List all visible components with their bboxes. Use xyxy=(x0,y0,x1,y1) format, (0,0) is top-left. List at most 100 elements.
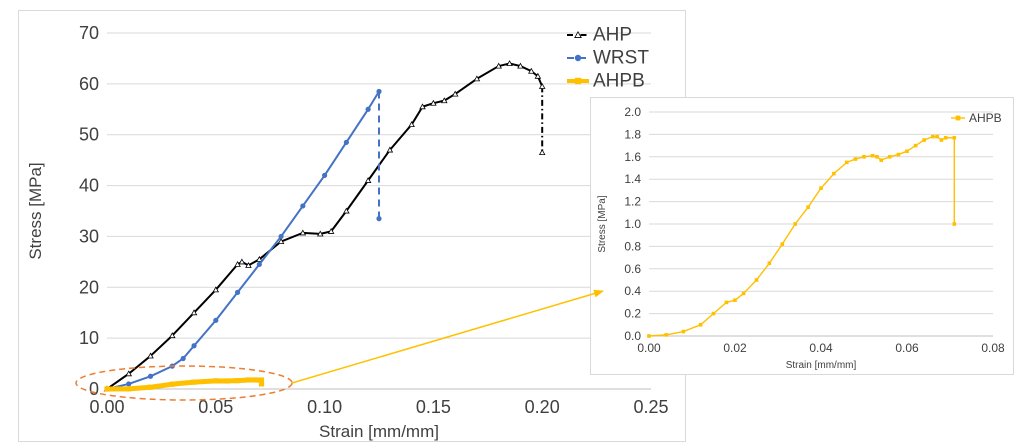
data-point xyxy=(256,255,263,262)
data-point xyxy=(147,352,154,359)
data-point xyxy=(441,97,448,104)
data-point xyxy=(376,88,382,95)
data-point xyxy=(212,286,220,293)
y-tick-label: 1.4 xyxy=(624,172,641,186)
legend-entry: WRST xyxy=(567,48,649,69)
data-point xyxy=(896,152,901,157)
y-tick-label: 30 xyxy=(79,226,99,246)
series-line xyxy=(106,62,544,390)
y-tick-label: 0.4 xyxy=(624,284,641,298)
data-point xyxy=(862,155,866,159)
data-point xyxy=(845,160,849,165)
data-point xyxy=(386,146,394,153)
y-tick-label: 0.0 xyxy=(624,329,641,343)
x-tick-label: 0.10 xyxy=(307,397,342,417)
data-point xyxy=(473,75,481,82)
y-axis-label: Stress [MPa] xyxy=(597,195,608,252)
x-tick-label: 0.20 xyxy=(525,397,560,417)
data-point xyxy=(819,186,823,190)
data-point xyxy=(913,143,918,148)
data-point xyxy=(278,233,284,240)
y-tick-label: 0.6 xyxy=(624,262,641,276)
data-point xyxy=(213,378,219,384)
data-point xyxy=(343,139,349,145)
data-point xyxy=(888,155,892,159)
inset-chart-panel: 0.0 0.2 0.4 0.6 0.8 1.0 1.2 1.4 1.6 1.8 2.0 0.00 0.0… xyxy=(590,97,1014,375)
legend-marker xyxy=(574,30,582,38)
y-tick-label: 1.6 xyxy=(624,150,641,164)
data-point xyxy=(224,378,230,384)
data-point xyxy=(741,291,746,296)
data-point xyxy=(939,138,944,142)
data-point xyxy=(234,289,241,295)
data-point xyxy=(451,90,459,97)
data-point xyxy=(126,386,132,392)
data-point xyxy=(733,298,737,302)
data-point xyxy=(853,157,858,161)
x-tick-label: 0.25 xyxy=(633,397,668,417)
series-ahp xyxy=(103,60,546,392)
y-tick-label: 1.8 xyxy=(624,127,641,141)
data-point xyxy=(256,261,262,267)
y-tick-label: 10 xyxy=(79,328,99,348)
data-point xyxy=(238,258,246,265)
legend-label: WRST xyxy=(593,48,649,69)
data-point xyxy=(922,138,926,142)
y-tick-label: 60 xyxy=(79,74,99,94)
inset-chart: 0.0 0.2 0.4 0.6 0.8 1.0 1.2 1.4 1.6 1.8 2.0 0.00 0.0… xyxy=(597,105,1005,371)
legend-entry: AHPB xyxy=(951,111,1002,125)
data-point xyxy=(534,72,542,79)
series-line xyxy=(106,90,380,390)
legend-label: AHPB xyxy=(593,71,645,92)
data-point xyxy=(147,373,154,379)
legend-entry: AHP xyxy=(567,25,632,46)
data-point xyxy=(169,381,175,387)
data-point xyxy=(300,203,306,209)
data-point xyxy=(126,381,132,387)
legend-label: AHPB xyxy=(969,111,1002,125)
data-point xyxy=(430,99,437,106)
legend-marker xyxy=(955,115,961,121)
x-tick-label: 0.08 xyxy=(981,341,1005,355)
data-point xyxy=(664,333,668,337)
legend-entry: AHPB xyxy=(567,71,645,92)
data-point xyxy=(322,172,328,178)
data-point xyxy=(517,62,524,69)
data-point xyxy=(419,103,426,110)
data-point xyxy=(213,317,219,323)
data-point xyxy=(343,207,350,214)
data-point xyxy=(169,363,175,369)
legend-label: AHP xyxy=(593,25,632,46)
x-tick-label: 0.06 xyxy=(895,341,919,355)
data-point xyxy=(245,377,252,383)
data-point xyxy=(931,134,935,139)
x-axis-label: Strain [mm/mm] xyxy=(319,422,439,441)
data-point xyxy=(952,222,957,226)
data-point xyxy=(780,242,785,246)
data-point xyxy=(495,62,502,69)
x-tick-label: 0.15 xyxy=(416,397,451,417)
y-tick-label: 0.8 xyxy=(624,239,641,253)
data-point xyxy=(879,158,883,162)
data-point xyxy=(767,261,772,265)
data-point xyxy=(376,216,382,222)
y-tick-label: 40 xyxy=(79,176,99,196)
y-tick-label: 0 xyxy=(89,379,99,399)
data-point xyxy=(698,323,703,327)
y-tick-label: 0.2 xyxy=(624,307,641,321)
data-point xyxy=(506,60,513,66)
series-line xyxy=(648,135,955,337)
data-point xyxy=(681,329,686,334)
y-axis-label: Stress [MPa] xyxy=(26,162,45,259)
data-point xyxy=(905,149,909,153)
data-point xyxy=(724,300,729,305)
data-point xyxy=(104,386,110,392)
y-tick-label: 1.2 xyxy=(624,195,641,209)
y-tick-label: 20 xyxy=(79,277,99,297)
data-point xyxy=(365,106,371,112)
data-point xyxy=(952,135,957,140)
data-point xyxy=(258,381,265,387)
data-point xyxy=(711,311,716,316)
data-point xyxy=(169,332,176,339)
legend-marker xyxy=(574,77,582,85)
